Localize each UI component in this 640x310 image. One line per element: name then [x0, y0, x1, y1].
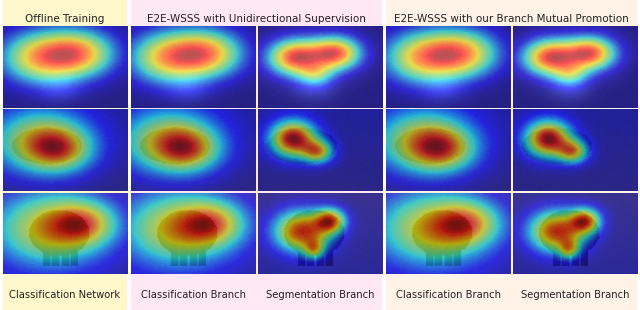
- Text: Classification Branch: Classification Branch: [141, 290, 246, 300]
- Text: Segmentation Branch: Segmentation Branch: [521, 290, 630, 300]
- Text: Offline Training: Offline Training: [25, 14, 104, 24]
- Text: Classification Network: Classification Network: [9, 290, 120, 300]
- Text: E2E-WSSS with Unidirectional Supervision: E2E-WSSS with Unidirectional Supervision: [147, 14, 366, 24]
- Text: E2E-WSSS with our Branch Mutual Promotion: E2E-WSSS with our Branch Mutual Promotio…: [394, 14, 629, 24]
- Text: Classification Branch: Classification Branch: [396, 290, 500, 300]
- Text: Segmentation Branch: Segmentation Branch: [266, 290, 374, 300]
